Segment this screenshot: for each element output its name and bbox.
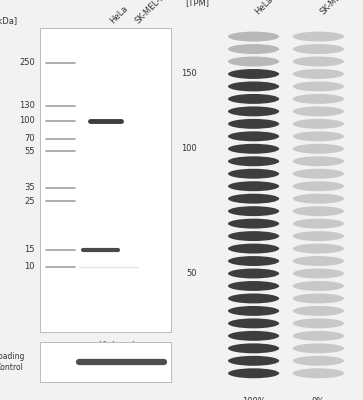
Ellipse shape bbox=[228, 32, 279, 42]
Ellipse shape bbox=[293, 181, 344, 191]
Ellipse shape bbox=[293, 169, 344, 179]
Ellipse shape bbox=[293, 281, 344, 291]
Ellipse shape bbox=[228, 294, 279, 304]
Ellipse shape bbox=[228, 106, 279, 116]
Ellipse shape bbox=[228, 244, 279, 254]
Ellipse shape bbox=[228, 69, 279, 79]
Text: Low: Low bbox=[131, 341, 147, 350]
Text: 70: 70 bbox=[24, 134, 35, 144]
Ellipse shape bbox=[228, 94, 279, 104]
Ellipse shape bbox=[293, 343, 344, 353]
Ellipse shape bbox=[228, 181, 279, 191]
Text: 100%: 100% bbox=[242, 397, 265, 400]
Ellipse shape bbox=[293, 131, 344, 141]
Text: HeLa: HeLa bbox=[108, 4, 129, 25]
Text: 150: 150 bbox=[182, 70, 197, 78]
Ellipse shape bbox=[293, 56, 344, 66]
Ellipse shape bbox=[293, 318, 344, 328]
Text: 100: 100 bbox=[182, 144, 197, 153]
Ellipse shape bbox=[228, 144, 279, 154]
Ellipse shape bbox=[293, 144, 344, 154]
Ellipse shape bbox=[228, 82, 279, 92]
Ellipse shape bbox=[293, 306, 344, 316]
Text: SK-MEL-30: SK-MEL-30 bbox=[318, 0, 355, 16]
Text: 250: 250 bbox=[19, 58, 35, 68]
Ellipse shape bbox=[228, 306, 279, 316]
Ellipse shape bbox=[228, 219, 279, 228]
Ellipse shape bbox=[293, 294, 344, 304]
Ellipse shape bbox=[293, 268, 344, 278]
Text: 35: 35 bbox=[24, 183, 35, 192]
Text: 50: 50 bbox=[187, 269, 197, 278]
Ellipse shape bbox=[293, 82, 344, 92]
Ellipse shape bbox=[293, 219, 344, 228]
Text: 0%: 0% bbox=[312, 397, 325, 400]
Ellipse shape bbox=[228, 206, 279, 216]
Text: HeLa: HeLa bbox=[254, 0, 275, 16]
Text: RNA
[TPM]: RNA [TPM] bbox=[185, 0, 209, 7]
Ellipse shape bbox=[228, 318, 279, 328]
Text: 15: 15 bbox=[24, 246, 35, 254]
Ellipse shape bbox=[228, 169, 279, 179]
Text: 25: 25 bbox=[24, 197, 35, 206]
Text: Loading
Control: Loading Control bbox=[0, 352, 25, 372]
Ellipse shape bbox=[228, 256, 279, 266]
Text: 10: 10 bbox=[24, 262, 35, 271]
Ellipse shape bbox=[228, 281, 279, 291]
Ellipse shape bbox=[228, 268, 279, 278]
Ellipse shape bbox=[228, 194, 279, 204]
Text: High: High bbox=[98, 341, 118, 350]
Ellipse shape bbox=[293, 244, 344, 254]
Ellipse shape bbox=[228, 131, 279, 141]
Ellipse shape bbox=[228, 156, 279, 166]
Ellipse shape bbox=[293, 206, 344, 216]
Ellipse shape bbox=[293, 194, 344, 204]
Ellipse shape bbox=[293, 231, 344, 241]
Ellipse shape bbox=[293, 44, 344, 54]
Ellipse shape bbox=[293, 69, 344, 79]
Text: [kDa]: [kDa] bbox=[0, 16, 17, 25]
Ellipse shape bbox=[228, 56, 279, 66]
Ellipse shape bbox=[228, 356, 279, 366]
Ellipse shape bbox=[228, 231, 279, 241]
Ellipse shape bbox=[293, 94, 344, 104]
Ellipse shape bbox=[293, 256, 344, 266]
Ellipse shape bbox=[293, 106, 344, 116]
Text: SK-MEL-30: SK-MEL-30 bbox=[134, 0, 171, 25]
Ellipse shape bbox=[293, 356, 344, 366]
Ellipse shape bbox=[228, 343, 279, 353]
Ellipse shape bbox=[228, 368, 279, 378]
Ellipse shape bbox=[293, 156, 344, 166]
Ellipse shape bbox=[293, 331, 344, 341]
Text: 100: 100 bbox=[19, 116, 35, 125]
Ellipse shape bbox=[228, 119, 279, 129]
Text: 55: 55 bbox=[24, 147, 35, 156]
Ellipse shape bbox=[228, 44, 279, 54]
Ellipse shape bbox=[293, 368, 344, 378]
Ellipse shape bbox=[293, 32, 344, 42]
Ellipse shape bbox=[228, 331, 279, 341]
Ellipse shape bbox=[293, 119, 344, 129]
Text: 130: 130 bbox=[19, 101, 35, 110]
